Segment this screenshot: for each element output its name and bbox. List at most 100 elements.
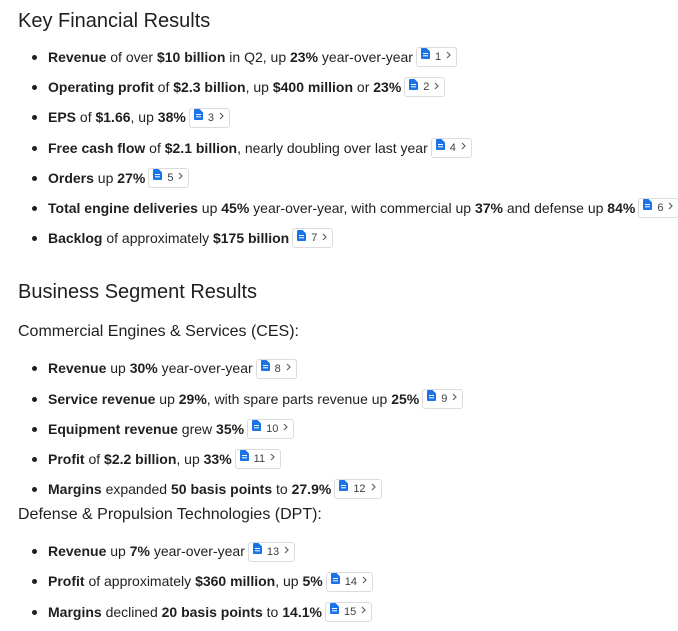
chevron-right-icon <box>178 168 184 186</box>
document-icon <box>252 419 262 437</box>
citation-chip[interactable]: 7 <box>292 228 334 249</box>
bold-text: Profit <box>48 573 85 590</box>
citation-number: 5 <box>167 172 174 185</box>
item-text: , with spare parts revenue up <box>206 390 392 407</box>
citation-chip[interactable]: 11 <box>234 449 282 470</box>
item-text: year-over-year, with commercial up <box>249 199 475 216</box>
chevron-right-icon <box>284 542 289 560</box>
ces-list: Revenue up 30% year-over-year 8 Service re… <box>18 353 678 504</box>
citation-number: 14 <box>344 575 357 588</box>
item-text: up <box>197 199 222 216</box>
document-icon <box>427 389 437 407</box>
dpt-list: Revenue up 7% year-over-year 13 Profit of … <box>18 536 678 627</box>
item-text: of over <box>106 49 157 65</box>
section-heading-business-segment: Business Segment Results <box>18 281 258 304</box>
bold-text: Equipment revenue <box>48 420 178 437</box>
bold-text: Margins <box>48 481 102 498</box>
citation-chip[interactable]: 6 <box>638 198 678 219</box>
item-text: up <box>106 360 130 377</box>
item-text: , up <box>275 573 303 590</box>
list-item: EPS of $1.66, up 38% 3 <box>18 102 678 132</box>
item-text: , up <box>130 109 158 126</box>
bold-text: Revenue <box>48 360 107 377</box>
key-financial-list: Revenue of over $10 billion in Q2, up 23… <box>18 42 678 253</box>
list-item: Profit of approximately $360 million, up… <box>18 566 678 596</box>
citation-number: 13 <box>266 545 280 558</box>
citation-chip[interactable]: 5 <box>148 168 190 189</box>
chevron-right-icon <box>322 229 328 247</box>
citation-number: 2 <box>423 81 430 94</box>
bold-text: Revenue <box>48 543 107 560</box>
item-text: , up <box>245 79 273 96</box>
item-text: to <box>262 603 283 620</box>
citation-chip[interactable]: 2 <box>404 77 446 98</box>
item-text: , up <box>176 450 204 467</box>
item-text: year-over-year <box>149 543 245 560</box>
list-item: Margins expanded 50 basis points to 27.9… <box>18 474 678 504</box>
bold-text: Service revenue <box>48 390 156 407</box>
bold-text: 29% <box>178 390 207 407</box>
document-icon <box>239 449 249 467</box>
item-text: of <box>153 79 174 96</box>
bold-text: Profit <box>48 450 85 467</box>
list-item: Equipment revenue grew 35% 10 <box>18 414 678 444</box>
citation-chip[interactable]: 12 <box>334 479 382 500</box>
bold-text: 30% <box>129 360 158 377</box>
list-item: Operating profit of $2.3 billion, up $40… <box>18 72 678 102</box>
chevron-right-icon <box>461 138 466 156</box>
item-text: year-over-year <box>157 360 253 377</box>
bold-text: EPS <box>48 109 77 126</box>
citation-number: 11 <box>253 453 266 466</box>
citation-chip[interactable]: 14 <box>325 571 373 592</box>
citation-chip[interactable]: 1 <box>415 47 458 68</box>
document-icon <box>329 602 339 620</box>
citation-number: 7 <box>311 232 318 245</box>
citation-chip[interactable]: 15 <box>324 601 373 622</box>
citation-number: 8 <box>274 362 281 375</box>
bold-text: Operating profit <box>48 79 154 96</box>
document-icon <box>435 138 445 156</box>
citation-number: 9 <box>441 392 448 405</box>
citation-chip[interactable]: 9 <box>422 388 464 409</box>
subheading-dpt: Defense & Propulsion Technologies (DPT): <box>18 506 322 524</box>
list-item: Service revenue up 29%, with spare parts… <box>18 384 678 414</box>
bold-text: $2.1 billion <box>164 139 238 156</box>
document-icon <box>409 78 419 96</box>
item-text: of <box>76 109 96 126</box>
bold-text: $10 billion <box>156 49 226 65</box>
chevron-right-icon <box>361 602 367 620</box>
citation-chip[interactable]: 13 <box>247 541 296 562</box>
chevron-right-icon <box>452 389 458 407</box>
list-item: Revenue up 7% year-over-year 13 <box>18 536 678 566</box>
bold-text: 38% <box>157 109 186 126</box>
chevron-right-icon <box>668 198 674 216</box>
item-text: up <box>106 543 130 560</box>
bold-text: Orders <box>48 169 94 186</box>
bold-text: Revenue <box>48 49 107 65</box>
citation-chip[interactable]: 4 <box>430 137 472 158</box>
list-item: Free cash flow of $2.1 billion, nearly d… <box>18 133 678 163</box>
chevron-right-icon <box>283 419 289 437</box>
item-text: of approximately <box>84 573 196 590</box>
chevron-right-icon <box>434 78 440 96</box>
list-item: Backlog of approximately $175 billion 7 <box>18 223 678 253</box>
bold-text: Total engine deliveries <box>48 199 198 216</box>
citation-number: 1 <box>434 51 442 64</box>
citation-number: 3 <box>207 111 214 124</box>
document-icon <box>330 572 340 590</box>
item-text: up <box>93 169 118 186</box>
item-text: to <box>272 481 292 498</box>
item-text: of approximately <box>102 230 213 247</box>
citation-chip[interactable]: 10 <box>247 418 295 439</box>
bold-text: 45% <box>221 199 250 216</box>
document-icon <box>339 479 349 497</box>
document-icon <box>252 542 262 560</box>
bold-text: $2.2 billion <box>104 450 177 467</box>
bold-text: 20 basis points <box>161 603 263 620</box>
bold-text: Free cash flow <box>48 139 146 156</box>
item-text: up <box>155 390 179 407</box>
citation-chip[interactable]: 8 <box>255 358 297 379</box>
citation-number: 12 <box>353 483 366 496</box>
citation-chip[interactable]: 3 <box>188 107 230 128</box>
bold-text: 23% <box>290 49 319 65</box>
